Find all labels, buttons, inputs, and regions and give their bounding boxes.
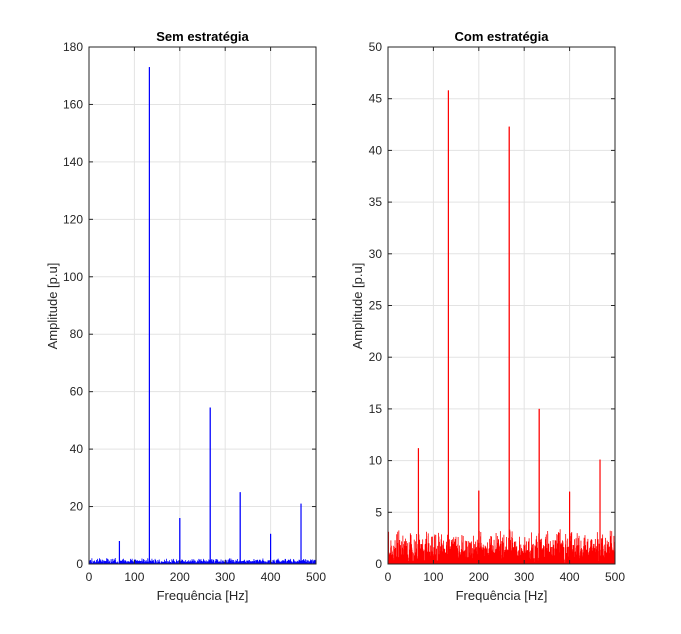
y-tick-label: 25: [369, 299, 383, 313]
x-tick-label: 500: [306, 570, 326, 584]
grid: [89, 47, 316, 564]
x-tick-label: 200: [170, 570, 190, 584]
y-tick-label: 140: [63, 155, 83, 169]
x-axis-label: Frequência [Hz]: [157, 588, 249, 603]
x-tick-label: 0: [86, 570, 93, 584]
y-tick-label: 50: [369, 40, 383, 54]
y-tick-label: 15: [369, 402, 383, 416]
y-axis-label: Amplitude [p.u]: [45, 263, 60, 350]
y-tick-label: 10: [369, 454, 383, 468]
y-tick-label: 40: [70, 442, 84, 456]
y-tick-label: 5: [375, 505, 382, 519]
y-tick-label: 160: [63, 97, 83, 111]
x-tick-label: 400: [560, 570, 580, 584]
y-tick-label: 60: [70, 385, 84, 399]
ticks: 0 100 200 300 400 500 0 5 10 15 20 25 30 35 40 45 50: [369, 40, 626, 584]
y-tick-label: 0: [375, 557, 382, 571]
y-tick-label: 0: [76, 557, 83, 571]
y-tick-label: 180: [63, 40, 83, 54]
y-tick-label: 20: [369, 350, 383, 364]
plot-title: Sem estratégia: [156, 29, 249, 44]
y-tick-label: 80: [70, 327, 84, 341]
x-tick-label: 300: [514, 570, 534, 584]
y-tick-label: 120: [63, 212, 83, 226]
ticks: 0 100 200 300 400 500 0 20 40 60 80 100 120 140 160 180: [63, 40, 326, 584]
y-tick-label: 30: [369, 247, 383, 261]
x-tick-label: 100: [124, 570, 144, 584]
axes-box: [88, 46, 317, 565]
x-axis-label: Frequência [Hz]: [456, 588, 548, 603]
subplot-com-estrategia: Com estratégia 0 100 200 300 400 500 0 5 10 15 20 2…: [350, 29, 625, 603]
y-tick-label: 40: [369, 143, 383, 157]
x-tick-label: 0: [385, 570, 392, 584]
x-tick-label: 400: [261, 570, 281, 584]
subplot-sem-estrategia: Sem estratégia 0 100 200 300 400 500 0 20 40 60 80…: [45, 29, 326, 603]
grid: [388, 47, 615, 564]
plot-title: Com estratégia: [455, 29, 550, 44]
x-tick-label: 100: [423, 570, 443, 584]
y-tick-label: 100: [63, 270, 83, 284]
y-tick-label: 20: [70, 500, 84, 514]
x-tick-label: 200: [469, 570, 489, 584]
y-tick-label: 45: [369, 92, 383, 106]
x-tick-label: 300: [215, 570, 235, 584]
y-tick-label: 35: [369, 195, 383, 209]
y-axis-label: Amplitude [p.u]: [350, 263, 365, 350]
x-tick-label: 500: [605, 570, 625, 584]
